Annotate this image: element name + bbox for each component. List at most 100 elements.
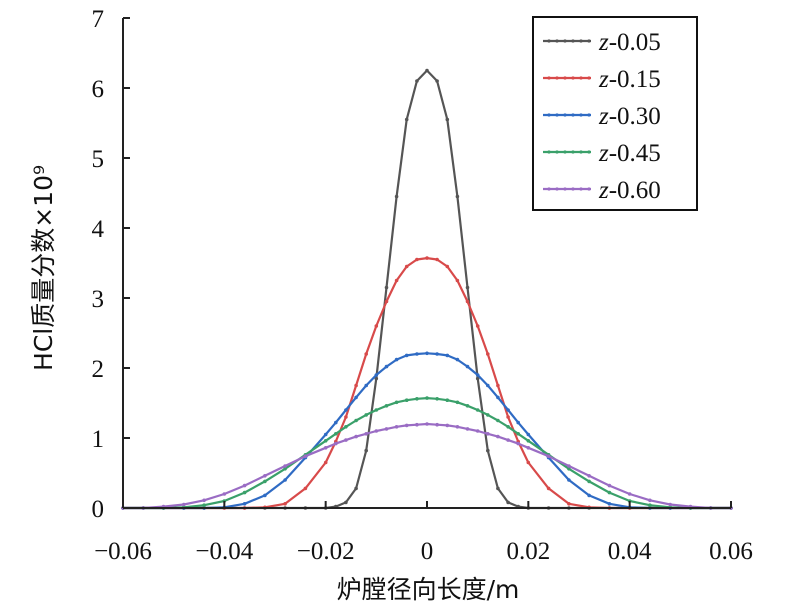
data-point bbox=[435, 257, 439, 262]
data-point bbox=[475, 324, 480, 328]
data-point bbox=[445, 423, 450, 428]
legend-label: z-0.05 bbox=[598, 29, 661, 56]
data-point bbox=[202, 498, 206, 503]
legend-label: z-0.15 bbox=[598, 66, 661, 93]
data-point bbox=[486, 383, 490, 388]
data-point bbox=[394, 278, 399, 283]
data-point bbox=[242, 490, 247, 495]
data-point bbox=[435, 422, 439, 427]
x-tick-label: −0.02 bbox=[297, 538, 355, 565]
series-z-0.15 bbox=[121, 256, 733, 510]
data-point bbox=[344, 415, 348, 419]
legend-marker bbox=[555, 76, 559, 80]
data-point bbox=[242, 483, 247, 488]
y-tick-label: 5 bbox=[92, 146, 105, 173]
legend-marker bbox=[579, 76, 583, 80]
data-point bbox=[344, 408, 348, 412]
data-point bbox=[374, 429, 379, 433]
data-point bbox=[526, 439, 531, 443]
legend-marker bbox=[579, 187, 583, 191]
data-point bbox=[303, 454, 308, 459]
x-tick-label: −0.04 bbox=[195, 538, 253, 565]
data-point bbox=[374, 376, 379, 381]
series-line bbox=[123, 422, 731, 510]
data-point bbox=[374, 373, 379, 377]
legend-marker bbox=[563, 39, 567, 43]
legend-marker bbox=[563, 187, 567, 191]
data-point bbox=[344, 438, 348, 442]
data-point bbox=[465, 364, 470, 369]
data-point bbox=[607, 502, 612, 506]
x-axis-title: 炉膛径向长度/m bbox=[337, 575, 520, 604]
legend-marker bbox=[571, 76, 575, 80]
legend-marker bbox=[555, 113, 559, 117]
data-point bbox=[344, 500, 348, 505]
data-point bbox=[465, 427, 470, 431]
data-point bbox=[496, 486, 500, 491]
legend-item: z-0.60 bbox=[543, 177, 661, 204]
data-point bbox=[323, 460, 328, 465]
data-point bbox=[334, 441, 338, 446]
legend-label: z-0.30 bbox=[598, 103, 661, 130]
data-point bbox=[415, 397, 419, 401]
data-point bbox=[415, 79, 419, 83]
data-point bbox=[425, 68, 429, 73]
data-point bbox=[435, 397, 439, 401]
y-ticks: 0 1 2 3 4 5 6 7 bbox=[92, 6, 130, 523]
data-point bbox=[526, 460, 531, 465]
data-point bbox=[567, 464, 571, 468]
data-point bbox=[546, 454, 551, 459]
data-point bbox=[415, 422, 419, 427]
legend-marker bbox=[571, 113, 575, 117]
data-point bbox=[364, 413, 369, 417]
data-point bbox=[475, 429, 480, 433]
data-point bbox=[425, 396, 429, 400]
data-point bbox=[475, 408, 480, 412]
series-z-0.45 bbox=[121, 396, 733, 510]
x-tick-label: 0.02 bbox=[506, 538, 550, 565]
data-point bbox=[587, 474, 591, 478]
data-point bbox=[506, 425, 510, 429]
data-point bbox=[404, 423, 409, 428]
data-point bbox=[445, 264, 450, 269]
data-point bbox=[394, 400, 399, 405]
series-line bbox=[123, 397, 731, 510]
x-tick-label: 0.06 bbox=[709, 538, 753, 565]
y-tick-label: 7 bbox=[92, 6, 105, 33]
data-point bbox=[496, 383, 500, 388]
data-point bbox=[425, 422, 429, 426]
data-point bbox=[415, 352, 419, 356]
data-point bbox=[182, 502, 186, 507]
legend-marker bbox=[587, 76, 591, 80]
data-point bbox=[354, 434, 358, 439]
data-point bbox=[475, 373, 480, 377]
x-tick-label: 0.04 bbox=[608, 538, 652, 565]
data-point bbox=[334, 432, 338, 436]
data-point bbox=[222, 492, 227, 496]
data-point bbox=[303, 486, 308, 491]
y-tick-label: 6 bbox=[92, 76, 105, 103]
data-point bbox=[384, 427, 389, 431]
data-point bbox=[415, 257, 419, 262]
data-point bbox=[425, 351, 429, 356]
y-tick-label: 2 bbox=[92, 356, 105, 383]
y-tick-label: 0 bbox=[92, 496, 105, 523]
data-point bbox=[404, 264, 409, 269]
data-point bbox=[283, 464, 287, 468]
data-point bbox=[394, 425, 399, 429]
data-point bbox=[465, 285, 470, 290]
legend-item: z-0.15 bbox=[543, 66, 661, 93]
data-point bbox=[263, 474, 267, 478]
legend-marker bbox=[547, 150, 551, 154]
data-point bbox=[364, 448, 369, 453]
data-point bbox=[455, 425, 460, 429]
data-point bbox=[344, 425, 348, 429]
data-point bbox=[506, 500, 510, 505]
data-point bbox=[354, 418, 358, 423]
data-point bbox=[445, 398, 450, 403]
data-point bbox=[455, 278, 460, 283]
data-point bbox=[648, 498, 652, 503]
data-point bbox=[567, 502, 571, 506]
data-point bbox=[587, 493, 591, 498]
data-point bbox=[526, 446, 531, 450]
